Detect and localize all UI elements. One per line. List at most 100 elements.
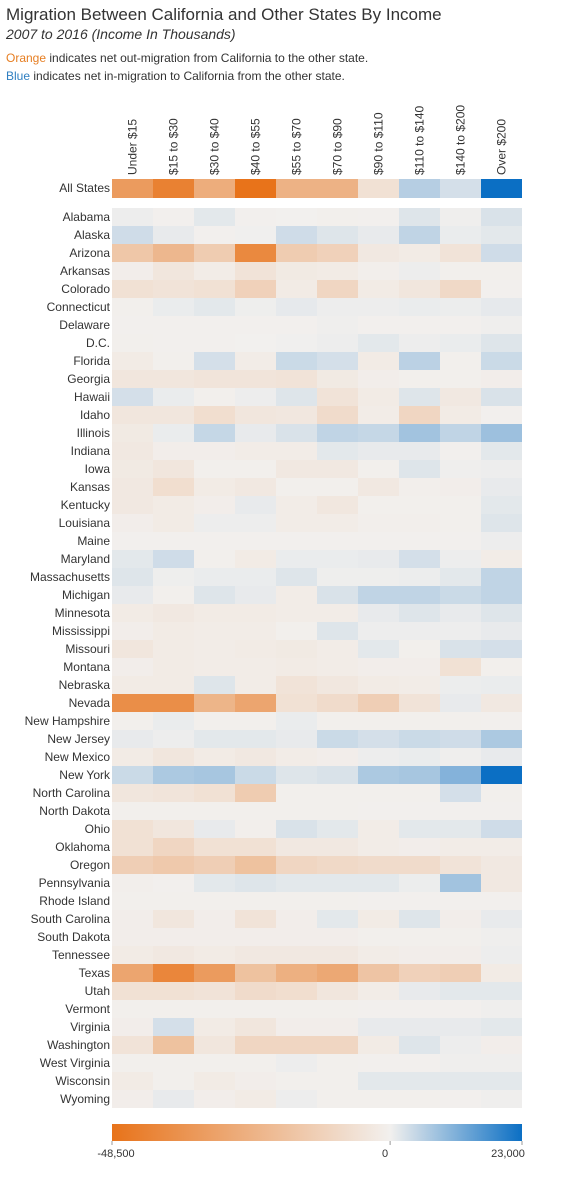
heatmap-cell bbox=[440, 442, 481, 460]
heatmap-cell bbox=[276, 1054, 317, 1072]
summary-cell bbox=[358, 179, 399, 198]
heatmap-cell bbox=[358, 658, 399, 676]
heatmap-cell bbox=[235, 262, 276, 280]
heatmap-cell bbox=[112, 442, 153, 460]
heatmap-cell bbox=[276, 550, 317, 568]
heatmap-cell bbox=[481, 910, 522, 928]
heatmap-cell bbox=[481, 874, 522, 892]
heatmap-cell bbox=[481, 388, 522, 406]
heatmap-cell bbox=[481, 586, 522, 604]
heatmap-cell bbox=[153, 856, 194, 874]
heatmap-cell bbox=[112, 568, 153, 586]
heatmap-cell bbox=[235, 532, 276, 550]
heatmap-cell bbox=[358, 370, 399, 388]
heatmap-cell bbox=[153, 802, 194, 820]
heatmap-cell bbox=[481, 370, 522, 388]
heatmap-cell bbox=[276, 586, 317, 604]
heatmap-cell bbox=[276, 748, 317, 766]
heatmap-cell bbox=[276, 910, 317, 928]
heatmap-cell bbox=[276, 640, 317, 658]
heatmap-cell bbox=[358, 910, 399, 928]
summary-cell bbox=[481, 179, 522, 198]
heatmap-cell bbox=[358, 496, 399, 514]
column-label: $15 to $30 bbox=[167, 118, 181, 175]
heatmap-cell bbox=[358, 946, 399, 964]
heatmap-cell bbox=[112, 532, 153, 550]
row-label: Wisconsin bbox=[55, 1074, 110, 1088]
row-label: Vermont bbox=[65, 1002, 110, 1016]
heatmap-cell bbox=[358, 838, 399, 856]
heatmap-cell bbox=[317, 514, 358, 532]
heatmap-cell bbox=[276, 928, 317, 946]
heatmap-cell bbox=[276, 244, 317, 262]
heatmap-cell bbox=[317, 784, 358, 802]
heatmap-cell bbox=[481, 262, 522, 280]
heatmap-cell bbox=[481, 838, 522, 856]
row-label: Maryland bbox=[61, 552, 110, 566]
heatmap-cell bbox=[440, 370, 481, 388]
heatmap-cell bbox=[481, 640, 522, 658]
heatmap-cell bbox=[194, 622, 235, 640]
heatmap-cell bbox=[481, 982, 522, 1000]
heatmap-cell bbox=[399, 730, 440, 748]
heatmap-cell bbox=[358, 478, 399, 496]
row-label: Ohio bbox=[85, 822, 111, 836]
heatmap-cell bbox=[276, 532, 317, 550]
blue-note-text: indicates net in-migration to California… bbox=[30, 69, 345, 83]
legend-tick-label: 23,000 bbox=[491, 1148, 525, 1160]
heatmap-cell bbox=[481, 316, 522, 334]
heatmap-cell bbox=[153, 1018, 194, 1036]
heatmap-cell bbox=[481, 622, 522, 640]
heatmap-cell bbox=[481, 1072, 522, 1090]
row-label: Maine bbox=[77, 534, 110, 548]
heatmap-cell bbox=[235, 928, 276, 946]
row-label: Nebraska bbox=[59, 678, 111, 692]
heatmap-cell bbox=[235, 874, 276, 892]
heatmap-cell bbox=[235, 1054, 276, 1072]
heatmap-cell bbox=[276, 856, 317, 874]
column-label: $140 to $200 bbox=[454, 105, 468, 175]
heatmap-cell bbox=[440, 226, 481, 244]
heatmap-cell bbox=[235, 406, 276, 424]
heatmap-cell bbox=[399, 928, 440, 946]
heatmap-cell bbox=[235, 748, 276, 766]
heatmap-cell bbox=[235, 658, 276, 676]
heatmap-cell bbox=[194, 1090, 235, 1108]
heatmap-cell bbox=[112, 1018, 153, 1036]
heatmap-cell bbox=[276, 316, 317, 334]
heatmap-cell bbox=[153, 262, 194, 280]
heatmap-cell bbox=[399, 244, 440, 262]
heatmap-cell bbox=[235, 1090, 276, 1108]
heatmap-cell bbox=[399, 550, 440, 568]
heatmap-cell bbox=[317, 730, 358, 748]
heatmap-cell bbox=[317, 856, 358, 874]
heatmap-cell bbox=[440, 964, 481, 982]
heatmap-cell bbox=[481, 514, 522, 532]
heatmap-cell bbox=[235, 946, 276, 964]
heatmap-cell bbox=[112, 712, 153, 730]
row-label: Connecticut bbox=[47, 300, 111, 314]
heatmap-cell bbox=[399, 892, 440, 910]
heatmap-cell bbox=[194, 316, 235, 334]
heatmap-cell bbox=[440, 766, 481, 784]
heatmap-cell bbox=[276, 712, 317, 730]
heatmap-cell bbox=[399, 262, 440, 280]
heatmap-cell bbox=[317, 244, 358, 262]
heatmap-cell bbox=[399, 298, 440, 316]
heatmap-cell bbox=[440, 316, 481, 334]
heatmap-cell bbox=[317, 928, 358, 946]
heatmap-cell bbox=[399, 658, 440, 676]
heatmap-cell bbox=[481, 532, 522, 550]
heatmap-cell bbox=[153, 838, 194, 856]
heatmap-cell bbox=[235, 964, 276, 982]
heatmap-cell bbox=[481, 820, 522, 838]
heatmap-cell bbox=[481, 892, 522, 910]
heatmap-cell bbox=[358, 262, 399, 280]
heatmap-cell bbox=[112, 460, 153, 478]
heatmap-cell bbox=[112, 1054, 153, 1072]
heatmap-cell bbox=[399, 352, 440, 370]
heatmap-cell bbox=[481, 964, 522, 982]
heatmap-cell bbox=[276, 442, 317, 460]
heatmap-cell bbox=[112, 388, 153, 406]
heatmap-cell bbox=[317, 820, 358, 838]
